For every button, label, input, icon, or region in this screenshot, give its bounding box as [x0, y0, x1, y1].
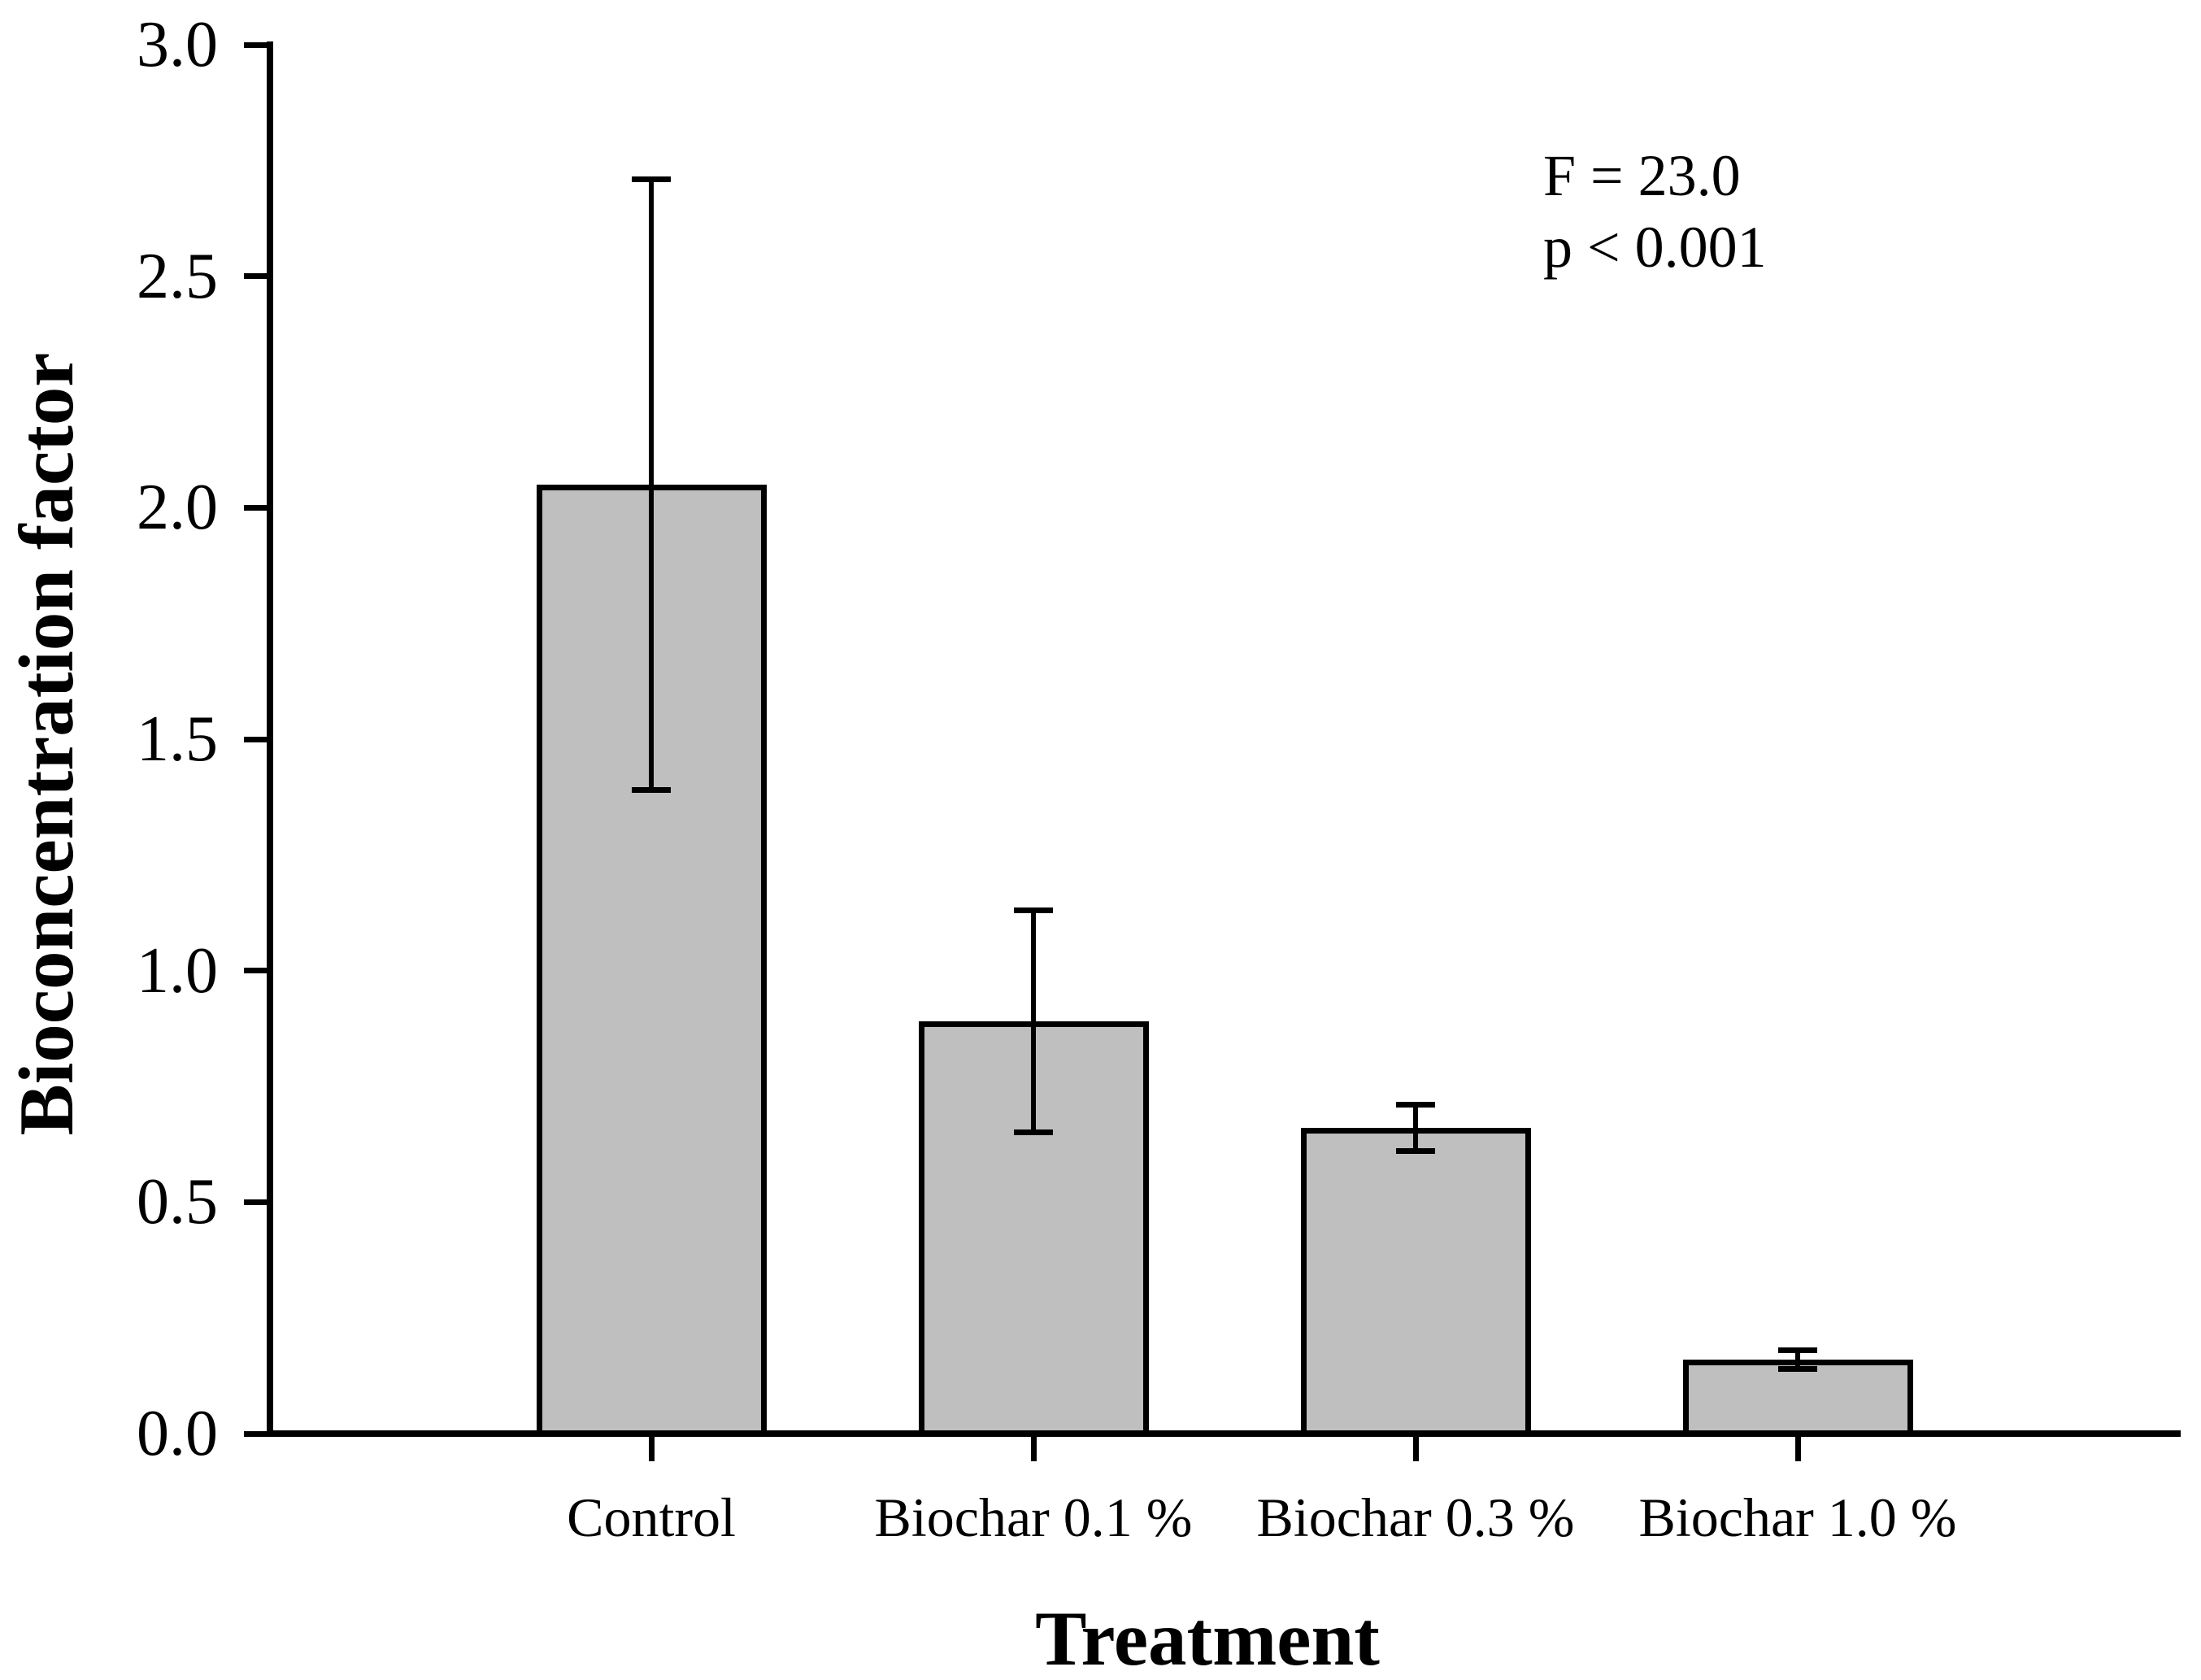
y-tick-0.0 — [244, 1430, 270, 1437]
error-bar-cap-bottom-0 — [632, 787, 671, 794]
x-tick-1 — [1030, 1434, 1037, 1461]
y-tick-label-2.0: 2.0 — [137, 472, 218, 544]
y-axis-line — [267, 41, 273, 1437]
y-tick-3.0 — [244, 41, 270, 48]
bar-2 — [1300, 1128, 1531, 1437]
y-tick-0.5 — [244, 1199, 270, 1205]
y-tick-2.5 — [244, 273, 270, 280]
x-axis-title: Treatment — [1035, 1595, 1380, 1680]
error-bar-cap-top-1 — [1014, 907, 1053, 914]
x-tick-label-0: Control — [567, 1486, 736, 1548]
error-bar-line-1 — [1031, 910, 1036, 1133]
x-tick-3 — [1794, 1434, 1801, 1461]
y-axis-title: Bioconcentration factor — [3, 352, 89, 1136]
stats-annotation-line-f: F = 23.0 — [1543, 143, 1741, 208]
stats-annotation-line-p: p < 0.001 — [1543, 215, 1767, 280]
y-tick-label-0.0: 0.0 — [137, 1398, 218, 1469]
stats-annotation: F = 23.0 p < 0.001 — [1543, 140, 1767, 283]
y-tick-label-1.0: 1.0 — [137, 934, 218, 1007]
error-bar-cap-top-3 — [1778, 1347, 1817, 1354]
y-tick-label-0.5: 0.5 — [137, 1166, 218, 1238]
error-bar-cap-bottom-3 — [1778, 1365, 1817, 1372]
y-tick-label-3.0: 3.0 — [137, 9, 218, 81]
error-bar-cap-bottom-2 — [1396, 1148, 1435, 1155]
error-bar-cap-bottom-1 — [1014, 1129, 1053, 1136]
y-tick-1.5 — [244, 736, 270, 742]
error-bar-cap-top-2 — [1396, 1102, 1435, 1108]
error-bar-line-3 — [1795, 1350, 1800, 1369]
x-tick-label-1: Biochar 0.1 % — [874, 1486, 1193, 1548]
x-tick-0 — [648, 1434, 655, 1461]
x-tick-label-2: Biochar 0.3 % — [1256, 1486, 1575, 1548]
error-bar-cap-top-0 — [632, 176, 671, 182]
x-axis-line — [267, 1430, 2181, 1437]
y-tick-label-2.5: 2.5 — [137, 240, 218, 312]
error-bar-line-0 — [649, 179, 654, 790]
error-bar-line-2 — [1413, 1104, 1418, 1151]
x-tick-label-3: Biochar 1.0 % — [1638, 1486, 1957, 1548]
x-tick-2 — [1412, 1434, 1419, 1461]
y-tick-label-1.5: 1.5 — [137, 703, 218, 775]
y-tick-2.0 — [244, 504, 270, 511]
y-tick-1.0 — [244, 968, 270, 974]
